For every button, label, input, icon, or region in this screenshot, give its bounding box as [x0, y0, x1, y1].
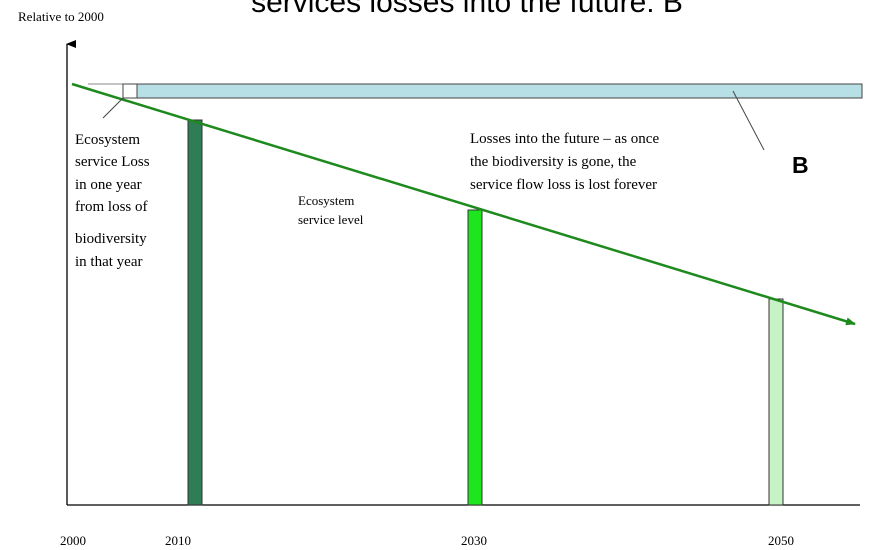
bar-2050: [768, 298, 784, 506]
x-tick-2000: 2000: [60, 533, 86, 548]
service-level-line-2: service level: [298, 212, 364, 227]
x-tick-2050: 2050: [768, 533, 794, 548]
x-tick-2010: 2010: [165, 533, 191, 548]
future-losses-band: [136, 83, 863, 99]
bar-2010: [187, 119, 203, 506]
annual-loss-leader-line: [102, 97, 124, 119]
service-level-line-1: Ecosystem: [298, 193, 354, 208]
diagram-title: services losses into the future: B: [251, 0, 683, 19]
future-losses-line-1: Losses into the future – as once: [470, 131, 659, 147]
annual-loss-line-6: in that year: [75, 254, 142, 270]
service-level-annotation: Ecosystem service level: [298, 193, 364, 227]
annual-loss-line-5: biodiversity: [75, 231, 147, 247]
panel-label: B: [792, 152, 809, 178]
one-year-loss-box: [122, 83, 138, 99]
annual-loss-line-1: Ecosystem: [75, 132, 140, 148]
bar-2030: [467, 209, 483, 506]
future-losses-annotation: Losses into the future – as once the bio…: [470, 131, 663, 193]
y-axis-label: Relative to 2000: [18, 9, 104, 24]
future-losses-leader-line: [732, 90, 765, 151]
service-level-trend-line: [71, 82, 856, 326]
future-losses-line-3: service flow loss is lost forever: [470, 177, 657, 193]
annual-loss-line-4: from loss of: [75, 199, 148, 215]
annual-loss-annotation: Ecosystem service Loss in one year from …: [75, 132, 153, 270]
annual-loss-line-2: service Loss: [75, 154, 150, 170]
annual-loss-line-3: in one year: [75, 177, 142, 193]
x-tick-2030: 2030: [461, 533, 487, 548]
future-losses-line-2: the biodiversity is gone, the: [470, 154, 637, 170]
